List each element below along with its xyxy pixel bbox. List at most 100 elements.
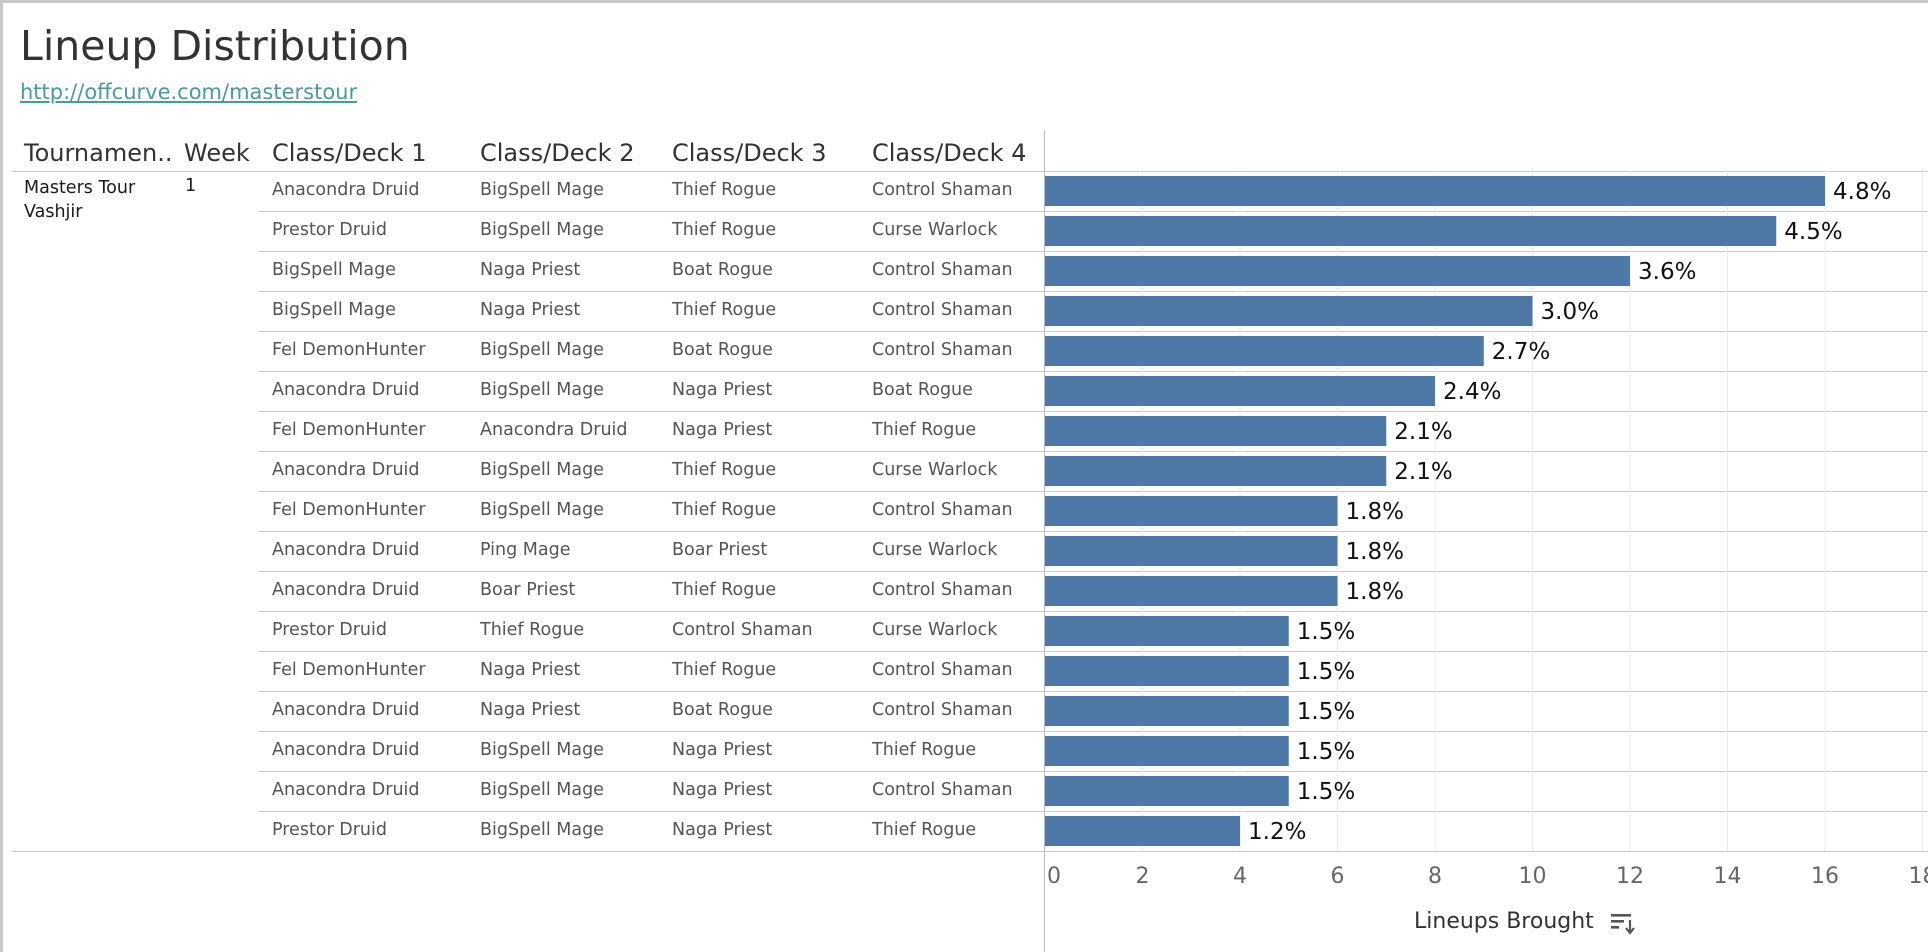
table-cell-deck4: Control Shaman — [872, 660, 1013, 680]
row-separator — [258, 211, 1928, 212]
bar-value-label: 3.6% — [1638, 259, 1696, 285]
bar-value-label: 1.2% — [1248, 819, 1306, 845]
bar[interactable] — [1045, 296, 1533, 326]
row-separator — [258, 531, 1928, 532]
bar-value-label: 1.5% — [1297, 699, 1355, 725]
bar[interactable] — [1045, 216, 1777, 246]
x-tick-label: 18 — [1909, 864, 1928, 889]
bar-value-label: 2.4% — [1443, 379, 1501, 405]
table-cell-deck4: Control Shaman — [872, 780, 1013, 800]
page-title: Lineup Distribution — [20, 22, 410, 70]
col-header-tournament[interactable]: Tournamen.. — [24, 139, 173, 167]
table-cell-deck1: Anacondra Druid — [272, 460, 420, 480]
bar-value-label: 1.8% — [1346, 539, 1404, 565]
bar[interactable] — [1045, 176, 1825, 206]
bar[interactable] — [1045, 376, 1435, 406]
week-cell: 1 — [185, 176, 197, 196]
table-cell-deck1: Anacondra Druid — [272, 540, 420, 560]
table-cell-deck1: Prestor Druid — [272, 220, 387, 240]
table-cell-deck3: Thief Rogue — [672, 300, 777, 320]
table-cell-deck3: Thief Rogue — [672, 500, 777, 520]
bar[interactable] — [1045, 496, 1338, 526]
table-cell-deck1: Anacondra Druid — [272, 780, 420, 800]
bar-value-label: 1.5% — [1297, 739, 1355, 765]
table-cell-deck1: Anacondra Druid — [272, 380, 420, 400]
bar-value-label: 2.1% — [1394, 459, 1452, 485]
x-tick-label: 8 — [1428, 864, 1442, 889]
bar-value-label: 1.5% — [1297, 619, 1355, 645]
x-tick-label: 2 — [1136, 864, 1150, 889]
table-cell-deck2: BigSpell Mage — [480, 820, 604, 840]
table-cell-deck2: Anacondra Druid — [480, 420, 628, 440]
table-cell-deck2: BigSpell Mage — [480, 740, 604, 760]
table-cell-deck4: Control Shaman — [872, 300, 1013, 320]
table-cell-deck3: Control Shaman — [672, 620, 813, 640]
table-cell-deck2: BigSpell Mage — [480, 340, 604, 360]
table-cell-deck2: Naga Priest — [480, 300, 581, 320]
table-cell-deck3: Thief Rogue — [672, 660, 777, 680]
table-cell-deck3: Boar Priest — [672, 540, 768, 560]
bar[interactable] — [1045, 536, 1338, 566]
bar[interactable] — [1045, 576, 1338, 606]
table-bottom-border — [12, 851, 1928, 852]
chart-divider — [1044, 130, 1045, 952]
bar[interactable] — [1045, 256, 1630, 286]
row-separator — [258, 411, 1928, 412]
table-cell-deck2: Boar Priest — [480, 580, 576, 600]
table-cell-deck3: Naga Priest — [672, 740, 773, 760]
bar[interactable] — [1045, 616, 1289, 646]
x-tick-label: 6 — [1331, 864, 1345, 889]
col-header-deck2[interactable]: Class/Deck 2 — [480, 139, 635, 167]
row-separator — [258, 331, 1928, 332]
col-header-deck4[interactable]: Class/Deck 4 — [872, 139, 1027, 167]
bar[interactable] — [1045, 656, 1289, 686]
col-header-deck3[interactable]: Class/Deck 3 — [672, 139, 827, 167]
bar-value-label: 4.5% — [1784, 219, 1842, 245]
row-separator — [258, 371, 1928, 372]
table-cell-deck1: Fel DemonHunter — [272, 340, 426, 360]
bar-value-label: 2.7% — [1492, 339, 1550, 365]
table-cell-deck3: Boat Rogue — [672, 700, 773, 720]
bar[interactable] — [1045, 816, 1240, 846]
table-cell-deck3: Naga Priest — [672, 820, 773, 840]
row-separator — [258, 491, 1928, 492]
bar-value-label: 1.8% — [1346, 579, 1404, 605]
source-link[interactable]: http://offcurve.com/masterstour — [20, 80, 358, 104]
table-cell-deck1: BigSpell Mage — [272, 300, 396, 320]
bar[interactable] — [1045, 416, 1387, 446]
table-cell-deck4: Control Shaman — [872, 500, 1013, 520]
table-cell-deck1: Anacondra Druid — [272, 700, 420, 720]
row-separator — [258, 691, 1928, 692]
bar[interactable] — [1045, 696, 1289, 726]
bar[interactable] — [1045, 336, 1484, 366]
bar-value-label: 4.8% — [1833, 179, 1891, 205]
tournament-cell: Masters Tour Vashjir — [24, 178, 136, 222]
col-header-week[interactable]: Week — [184, 139, 250, 167]
col-header-deck1[interactable]: Class/Deck 1 — [272, 139, 427, 167]
table-cell-deck2: Ping Mage — [480, 540, 571, 560]
table-cell-deck1: Anacondra Druid — [272, 180, 420, 200]
table-cell-deck4: Control Shaman — [872, 580, 1013, 600]
table-cell-deck4: Curse Warlock — [872, 540, 998, 560]
bar[interactable] — [1045, 736, 1289, 766]
row-separator — [258, 651, 1928, 652]
row-separator — [258, 731, 1928, 732]
table-cell-deck2: Naga Priest — [480, 700, 581, 720]
table-cell-deck4: Curse Warlock — [872, 620, 998, 640]
table-cell-deck2: Naga Priest — [480, 660, 581, 680]
table-cell-deck2: BigSpell Mage — [480, 500, 604, 520]
table-cell-deck3: Naga Priest — [672, 420, 773, 440]
row-separator — [258, 571, 1928, 572]
bar[interactable] — [1045, 776, 1289, 806]
table-cell-deck1: Prestor Druid — [272, 620, 387, 640]
table-cell-deck1: Anacondra Druid — [272, 740, 420, 760]
table-cell-deck4: Boat Rogue — [872, 380, 973, 400]
table-cell-deck3: Thief Rogue — [672, 460, 777, 480]
bar[interactable] — [1045, 456, 1387, 486]
table-cell-deck4: Control Shaman — [872, 260, 1013, 280]
sort-descending-icon[interactable] — [1610, 911, 1636, 935]
table-cell-deck3: Naga Priest — [672, 380, 773, 400]
table-cell-deck4: Curse Warlock — [872, 220, 998, 240]
table-cell-deck2: Thief Rogue — [480, 620, 585, 640]
table-cell-deck4: Control Shaman — [872, 180, 1013, 200]
